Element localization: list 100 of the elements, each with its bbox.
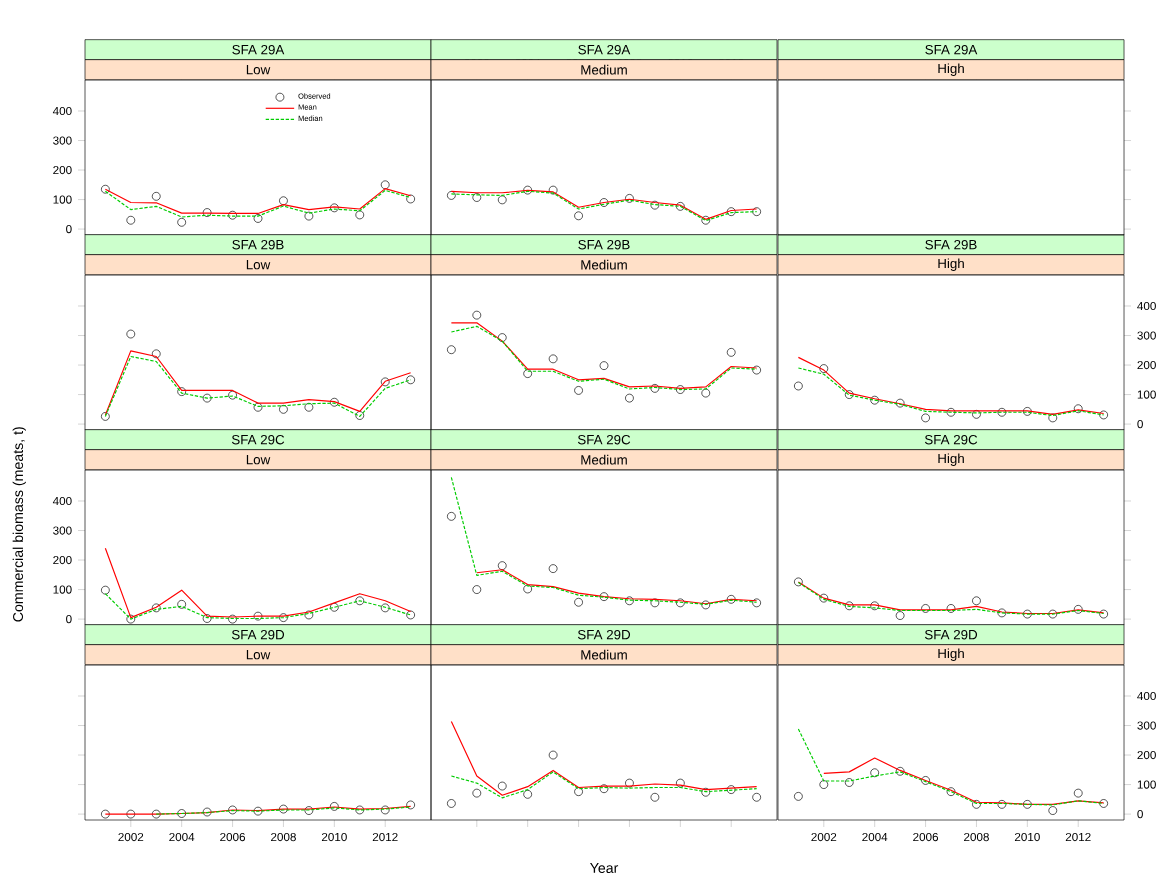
point xyxy=(819,364,829,373)
point xyxy=(101,585,110,595)
point xyxy=(650,792,660,802)
chart-subtitle: Low xyxy=(246,260,271,270)
point xyxy=(752,792,761,802)
point xyxy=(599,592,609,601)
point xyxy=(279,613,288,622)
chart-title: SFA 29C xyxy=(231,434,285,445)
chart-title: SFA 29A xyxy=(578,44,631,55)
x-tick-label: 2012 xyxy=(372,832,398,842)
point xyxy=(523,369,533,378)
point xyxy=(946,407,956,417)
point xyxy=(726,207,736,217)
point xyxy=(701,215,711,225)
point xyxy=(844,390,854,399)
point xyxy=(895,611,905,620)
point xyxy=(151,191,161,201)
line-series xyxy=(104,547,412,619)
y-tick-label: 400 xyxy=(52,106,72,116)
point xyxy=(497,195,507,205)
point xyxy=(972,410,981,419)
point xyxy=(726,785,736,794)
point xyxy=(895,398,905,408)
point xyxy=(253,611,263,621)
point xyxy=(101,184,110,194)
chart-title: SFA 29D xyxy=(231,629,285,640)
point xyxy=(972,596,981,606)
point xyxy=(202,614,212,623)
y-tick-label: 200 xyxy=(1137,750,1156,760)
point xyxy=(126,809,136,819)
point xyxy=(523,185,533,195)
point xyxy=(625,596,634,606)
y-tick-label: 300 xyxy=(1137,721,1156,730)
point xyxy=(380,180,390,190)
y-tick-label: 300 xyxy=(53,526,72,535)
point xyxy=(726,348,736,357)
point xyxy=(177,809,187,818)
chart-subtitle: Low xyxy=(246,65,271,75)
point xyxy=(279,804,288,814)
point xyxy=(329,397,339,407)
point xyxy=(997,407,1007,417)
point xyxy=(844,778,854,787)
point xyxy=(380,377,390,387)
point xyxy=(406,375,415,385)
chart-subtitle: High xyxy=(938,63,964,76)
point xyxy=(1099,799,1108,808)
x-tick-label: 2008 xyxy=(271,832,296,842)
point xyxy=(228,614,237,624)
point xyxy=(355,210,365,220)
chart-title: SFA 29B xyxy=(232,239,284,250)
point xyxy=(1023,609,1032,619)
point xyxy=(574,787,583,796)
point xyxy=(794,381,803,391)
point xyxy=(625,393,634,403)
point xyxy=(1023,800,1032,809)
point xyxy=(304,806,314,815)
point xyxy=(279,196,288,206)
point xyxy=(497,333,507,342)
point xyxy=(202,208,212,217)
point xyxy=(1099,410,1108,420)
point xyxy=(1073,404,1083,414)
point xyxy=(946,787,956,796)
point xyxy=(752,207,761,217)
line-series xyxy=(823,757,1105,805)
point xyxy=(946,604,956,613)
point xyxy=(228,805,237,815)
point xyxy=(202,807,212,817)
point xyxy=(355,411,365,420)
point xyxy=(1099,609,1108,619)
point xyxy=(921,413,930,423)
chart-subtitle: High xyxy=(938,453,964,466)
point xyxy=(1073,605,1083,614)
point xyxy=(497,781,507,791)
point xyxy=(279,404,288,414)
y-tick-label: 0 xyxy=(1137,809,1143,819)
point xyxy=(497,561,507,570)
point xyxy=(752,598,761,608)
point xyxy=(844,601,854,611)
point xyxy=(752,365,761,375)
point xyxy=(599,198,609,207)
y-tick-label: 200 xyxy=(53,165,72,175)
chart-title: SFA 29A xyxy=(232,44,285,55)
chart-title: SFA 29B xyxy=(578,239,630,250)
y-tick-label: 100 xyxy=(1137,390,1156,399)
point xyxy=(304,211,314,221)
point xyxy=(253,214,263,223)
point xyxy=(574,211,583,221)
point xyxy=(101,412,110,421)
point xyxy=(870,395,880,405)
x-tick-label: 2006 xyxy=(913,832,939,842)
point xyxy=(472,585,482,594)
y-tick-label: 100 xyxy=(53,585,72,594)
y-tick-label: 0 xyxy=(66,614,72,624)
point xyxy=(625,778,634,788)
chart-title: SFA 29B xyxy=(925,239,977,250)
x-tick-label: 2008 xyxy=(964,832,989,842)
x-tick-label: 2010 xyxy=(1014,832,1040,842)
x-tick-label: 2004 xyxy=(862,832,888,842)
point xyxy=(997,800,1007,809)
point xyxy=(548,750,558,760)
